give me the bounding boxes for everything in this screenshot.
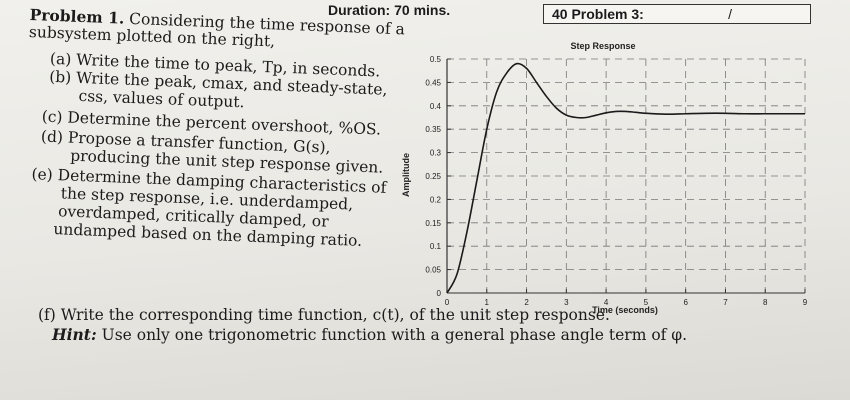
y-tick-label: 0.15 [425, 219, 441, 228]
hint-label: Hint: [52, 325, 97, 344]
question-b-line-2: css, values of output. [78, 86, 245, 112]
x-tick-label: 2 [524, 298, 529, 307]
x-tick-label: 4 [604, 298, 609, 307]
x-tick-label: 1 [485, 298, 490, 307]
chart-title: Step Response [570, 41, 635, 51]
chart-ticks: 0 1 2 3 4 5 6 7 8 9 0 0.05 0.1 0.15 0.2 0.25 0.3 0.35 0.4 0… [425, 55, 807, 307]
y-tick-label: 0.3 [430, 149, 442, 158]
y-tick-label: 0.35 [425, 125, 441, 134]
chart-x-axis-label: Time (seconds) [592, 305, 658, 315]
problem-number-box: 40 Problem 3: / [543, 4, 811, 24]
x-tick-label: 0 [445, 298, 450, 307]
x-tick-label: 9 [803, 298, 808, 307]
duration-label: Duration: 70 mins. [328, 2, 451, 18]
hint-text: Use only one trigonometric function with… [101, 326, 688, 344]
step-response-chart: Step Response Amplitude Time (seconds) 0… [395, 35, 815, 330]
x-tick-label: 7 [723, 298, 728, 307]
y-tick-label: 0 [437, 289, 442, 298]
problem-box-label: 40 Problem 3: [552, 6, 644, 22]
y-tick-label: 0.5 [430, 55, 442, 64]
y-tick-label: 0.45 [425, 78, 441, 87]
y-tick-label: 0.25 [425, 172, 441, 181]
y-tick-label: 0.2 [430, 195, 442, 204]
question-f: (f) Write the corresponding time functio… [38, 306, 610, 324]
chart-y-axis-label: Amplitude [401, 153, 411, 197]
chart-series [446, 62, 805, 294]
x-tick-label: 5 [644, 298, 649, 307]
y-tick-label: 0.05 [425, 266, 441, 275]
y-tick-label: 0.1 [430, 242, 442, 251]
x-tick-label: 3 [564, 298, 569, 307]
problem-footer: (f) Write the corresponding time functio… [38, 306, 687, 345]
chart-grid [446, 58, 806, 294]
step-response-svg: Step Response Amplitude Time (seconds) 0… [401, 41, 808, 315]
x-tick-label: 8 [763, 298, 768, 307]
x-tick-label: 6 [683, 298, 688, 307]
y-tick-label: 0.4 [430, 102, 442, 111]
hint-line: Hint: Use only one trigonometric functio… [38, 325, 687, 345]
step-response-line [446, 62, 805, 294]
problem-box-slash: / [728, 6, 732, 22]
